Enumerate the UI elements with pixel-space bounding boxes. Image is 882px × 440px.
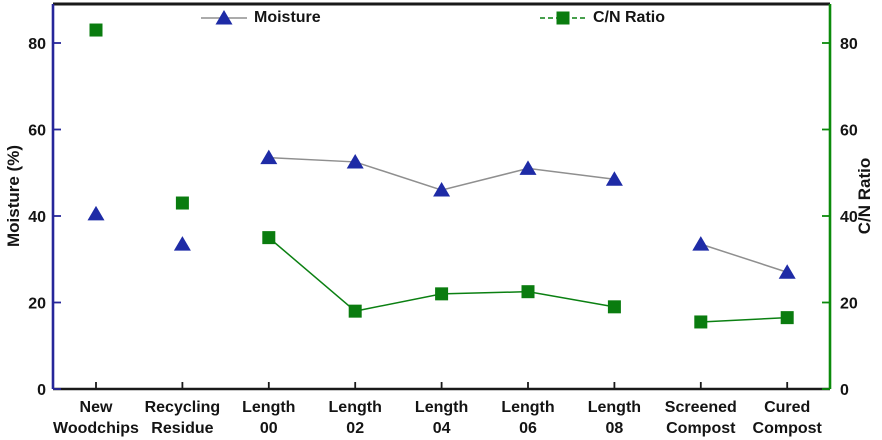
x-category-label: Recycling (145, 399, 221, 416)
x-category-label: Cured (764, 399, 810, 416)
left-axis-tick-label: 20 (28, 296, 46, 313)
left-axis-tick-label: 40 (28, 209, 46, 226)
data-point-square (435, 287, 449, 301)
x-category-label: 08 (606, 420, 624, 437)
data-point-triangle (519, 160, 537, 175)
left-axis-tick-label: 0 (37, 382, 46, 399)
x-category-label: Length (242, 399, 295, 416)
x-category-label: Length (501, 399, 554, 416)
right-axis-tick-label: 40 (840, 209, 858, 226)
data-point-triangle (692, 236, 710, 251)
x-category-label: Length (329, 399, 382, 416)
x-category-label: New (80, 399, 113, 416)
left-axis-tick-label: 80 (28, 36, 46, 53)
x-category-label: Woodchips (53, 420, 139, 437)
right-axis-tick-label: 60 (840, 123, 858, 140)
data-point-square (348, 304, 362, 318)
x-category-label: 02 (346, 420, 364, 437)
right-axis-title: C/N Ratio (855, 157, 874, 235)
data-point-triangle (260, 149, 278, 165)
x-category-label: 06 (519, 420, 537, 437)
legend-item-cn-ratio: C/N Ratio (540, 7, 665, 29)
x-category-label: Residue (151, 420, 213, 437)
left-axis-title: Moisture (%) (4, 145, 23, 247)
right-axis-tick-label: 80 (840, 36, 858, 53)
x-category-label: Compost (666, 420, 736, 437)
moisture-marker-icon (201, 10, 247, 25)
data-point-square (521, 285, 535, 299)
legend-item-moisture: Moisture (201, 7, 321, 29)
series-line-c-n-ratio (700, 316, 788, 323)
x-category-label: Length (588, 399, 641, 416)
x-category-label: Length (415, 399, 468, 416)
cn-ratio-marker-icon (540, 11, 586, 25)
data-point-square (780, 311, 794, 325)
data-point-triangle (778, 264, 796, 279)
legend-label-moisture: Moisture (254, 9, 321, 26)
data-point-square (694, 315, 708, 329)
data-point-square (262, 231, 276, 245)
x-category-label: Screened (665, 399, 737, 416)
left-axis-tick-label: 60 (28, 123, 46, 140)
legend-label-cn-ratio: C/N Ratio (593, 9, 665, 26)
data-point-triangle (605, 171, 623, 186)
data-point-square (175, 196, 189, 210)
x-category-label: 04 (433, 420, 451, 437)
x-category-label: Compost (753, 420, 823, 437)
data-point-triangle (346, 153, 364, 169)
data-point-triangle (173, 236, 191, 251)
x-category-label: 00 (260, 420, 278, 437)
data-point-square (89, 23, 103, 37)
data-point-triangle (87, 205, 105, 221)
data-point-square (607, 300, 621, 314)
series-line-moisture (700, 243, 788, 273)
right-axis-tick-label: 0 (840, 382, 849, 399)
data-point-triangle (433, 182, 451, 197)
right-axis-tick-label: 20 (840, 296, 858, 313)
